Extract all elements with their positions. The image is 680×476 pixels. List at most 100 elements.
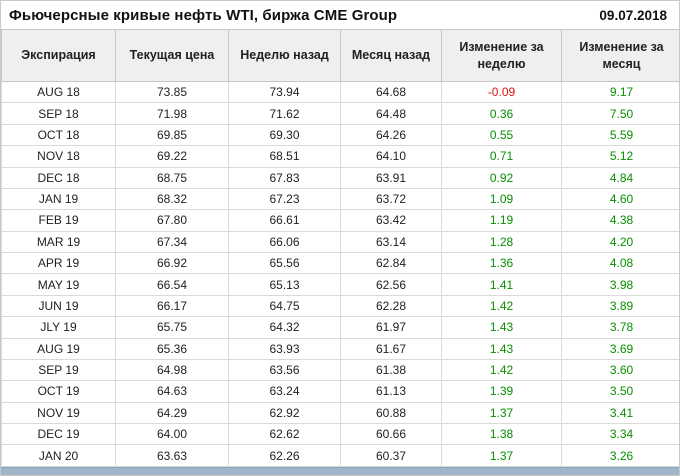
week-ago-cell: 63.56: [228, 358, 341, 382]
expiration-cell: DEC 19: [1, 422, 116, 446]
table-body: AUG 18 73.85 73.94 64.68 -0.09 9.17 SEP 18 71.9…: [1, 80, 679, 467]
table-row: NOV 19 64.29 62.92 60.88 1.37 3.41: [1, 401, 679, 425]
table-row: JLY 19 65.75 64.32 61.97 1.43 3.78: [1, 316, 679, 339]
week-ago-cell: 63.24: [228, 380, 341, 403]
month-change-cell: 4.60: [561, 187, 679, 211]
week-change-cell: 0.36: [441, 102, 562, 125]
week-ago-cell: 68.51: [228, 145, 341, 168]
expiration-cell: AUG 18: [1, 80, 116, 104]
current-price-cell: 64.63: [115, 380, 229, 403]
week-ago-cell: 66.06: [228, 230, 341, 254]
table-row: OCT 19 64.63 63.24 61.13 1.39 3.50: [1, 380, 679, 403]
month-ago-cell: 63.14: [340, 230, 442, 254]
current-price-cell: 66.17: [115, 294, 229, 318]
expiration-cell: OCT 18: [1, 123, 116, 147]
current-price-cell: 65.75: [115, 316, 229, 339]
table-row: JUN 19 66.17 64.75 62.28 1.42 3.89: [1, 294, 679, 318]
current-price-cell: 64.29: [115, 401, 229, 425]
expiration-cell: FEB 19: [1, 209, 116, 232]
week-ago-cell: 62.92: [228, 401, 341, 425]
current-price-cell: 73.85: [115, 80, 229, 104]
month-change-cell: 7.50: [561, 102, 679, 125]
expiration-cell: DEC 18: [1, 166, 116, 189]
month-change-cell: 4.08: [561, 251, 679, 275]
month-ago-cell: 60.37: [340, 444, 442, 467]
page-title: Фьючерсные кривые нефть WTI, биржа CME G…: [9, 7, 398, 24]
week-change-cell: 1.37: [441, 401, 562, 425]
week-change-cell: -0.09: [441, 80, 562, 104]
current-price-cell: 67.80: [115, 209, 229, 232]
current-price-cell: 64.98: [115, 358, 229, 382]
table-row: DEC 18 68.75 67.83 63.91 0.92 4.84: [1, 166, 679, 189]
expiration-cell: JLY 19: [1, 316, 116, 339]
month-ago-cell: 61.67: [340, 337, 442, 360]
week-change-cell: 0.92: [441, 166, 562, 189]
week-change-cell: 0.71: [441, 145, 562, 168]
week-change-cell: 1.38: [441, 422, 562, 446]
table-row: JAN 19 68.32 67.23 63.72 1.09 4.60: [1, 187, 679, 211]
month-change-cell: 4.38: [561, 209, 679, 232]
expiration-cell: SEP 18: [1, 102, 116, 125]
week-change-cell: 1.37: [441, 444, 562, 467]
week-change-cell: 1.36: [441, 251, 562, 275]
table-row: SEP 18 71.98 71.62 64.48 0.36 7.50: [1, 102, 679, 125]
week-change-cell: 1.39: [441, 380, 562, 403]
month-change-cell: 4.84: [561, 166, 679, 189]
week-change-cell: 1.43: [441, 337, 562, 360]
column-header-1: Текущая цена: [115, 29, 229, 82]
expiration-cell: AUG 19: [1, 337, 116, 360]
week-ago-cell: 64.32: [228, 316, 341, 339]
month-change-cell: 3.60: [561, 358, 679, 382]
month-ago-cell: 62.56: [340, 273, 442, 296]
expiration-cell: JAN 19: [1, 187, 116, 211]
week-ago-cell: 73.94: [228, 80, 341, 104]
week-change-cell: 1.19: [441, 209, 562, 232]
week-ago-cell: 67.23: [228, 187, 341, 211]
month-ago-cell: 64.68: [340, 80, 442, 104]
month-ago-cell: 61.38: [340, 358, 442, 382]
week-change-cell: 0.55: [441, 123, 562, 147]
week-change-cell: 1.42: [441, 294, 562, 318]
month-change-cell: 5.12: [561, 145, 679, 168]
column-header-3: Месяц назад: [340, 29, 442, 82]
month-ago-cell: 61.97: [340, 316, 442, 339]
table-row: AUG 18 73.85 73.94 64.68 -0.09 9.17: [1, 80, 679, 104]
week-ago-cell: 66.61: [228, 209, 341, 232]
table-row: APR 19 66.92 65.56 62.84 1.36 4.08: [1, 251, 679, 275]
expiration-cell: SEP 19: [1, 358, 116, 382]
table-row: FEB 19 67.80 66.61 63.42 1.19 4.38: [1, 209, 679, 232]
table-row: SEP 19 64.98 63.56 61.38 1.42 3.60: [1, 358, 679, 382]
month-ago-cell: 64.26: [340, 123, 442, 147]
bottom-strip: [1, 467, 679, 475]
month-change-cell: 3.89: [561, 294, 679, 318]
current-price-cell: 63.63: [115, 444, 229, 467]
month-change-cell: 9.17: [561, 80, 679, 104]
column-header-0: Экспирация: [1, 29, 116, 82]
month-change-cell: 4.20: [561, 230, 679, 254]
week-change-cell: 1.28: [441, 230, 562, 254]
expiration-cell: MAY 19: [1, 273, 116, 296]
month-ago-cell: 62.84: [340, 251, 442, 275]
table-row: JAN 20 63.63 62.26 60.37 1.37 3.26: [1, 444, 679, 467]
month-change-cell: 3.34: [561, 422, 679, 446]
current-price-cell: 65.36: [115, 337, 229, 360]
month-ago-cell: 64.48: [340, 102, 442, 125]
expiration-cell: JAN 20: [1, 444, 116, 467]
table-row: OCT 18 69.85 69.30 64.26 0.55 5.59: [1, 123, 679, 147]
week-ago-cell: 62.26: [228, 444, 341, 467]
week-ago-cell: 63.93: [228, 337, 341, 360]
month-ago-cell: 62.28: [340, 294, 442, 318]
table-row: MAR 19 67.34 66.06 63.14 1.28 4.20: [1, 230, 679, 254]
week-ago-cell: 69.30: [228, 123, 341, 147]
current-price-cell: 68.75: [115, 166, 229, 189]
month-change-cell: 5.59: [561, 123, 679, 147]
table-row: MAY 19 66.54 65.13 62.56 1.41 3.98: [1, 273, 679, 296]
month-ago-cell: 60.66: [340, 422, 442, 446]
current-price-cell: 69.85: [115, 123, 229, 147]
week-ago-cell: 67.83: [228, 166, 341, 189]
month-change-cell: 3.69: [561, 337, 679, 360]
column-header-5: Изменение за месяц: [561, 29, 679, 82]
month-change-cell: 3.98: [561, 273, 679, 296]
month-ago-cell: 60.88: [340, 401, 442, 425]
